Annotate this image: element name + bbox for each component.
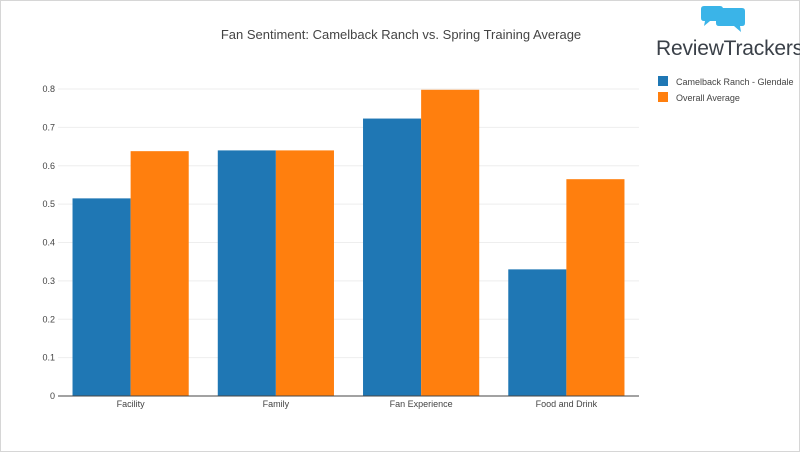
legend-swatch-overall-average — [658, 92, 668, 102]
bar-overall-average[interactable] — [566, 179, 625, 396]
legend-label-overall-average: Overall Average — [676, 93, 740, 103]
bar-camelback[interactable] — [217, 150, 276, 396]
bars — [72, 89, 625, 396]
bar-overall-average[interactable] — [275, 150, 334, 396]
bar-overall-average[interactable] — [421, 89, 480, 396]
y-tick-label: 0.1 — [42, 353, 55, 363]
x-tick-label: Family — [263, 399, 290, 409]
chart-title: Fan Sentiment: Camelback Ranch vs. Sprin… — [221, 27, 581, 42]
y-tick-label: 0.8 — [42, 84, 55, 94]
x-tick-label: Food and Drink — [536, 399, 598, 409]
y-tick-label: 0.7 — [42, 122, 55, 132]
speech-bubbles-icon — [701, 6, 745, 32]
y-tick-label: 0.2 — [42, 314, 55, 324]
brand-logo: ReviewTrackers — [656, 5, 800, 67]
y-tick-label: 0.6 — [42, 161, 55, 171]
y-axis: 0 0.1 0.2 0.3 0.4 0.5 0.6 0.7 0.8 — [42, 84, 55, 401]
y-tick-label: 0.3 — [42, 276, 55, 286]
bar-camelback[interactable] — [363, 118, 422, 396]
legend-swatch-camelback — [658, 76, 668, 86]
y-tick-label: 0.4 — [42, 238, 55, 248]
x-tick-label: Facility — [117, 399, 146, 409]
legend[interactable]: Camelback Ranch - Glendale Overall Avera… — [658, 76, 794, 103]
bar-camelback[interactable] — [72, 198, 131, 396]
legend-item-camelback[interactable]: Camelback Ranch - Glendale — [658, 76, 794, 87]
x-tick-label: Fan Experience — [390, 399, 453, 409]
bar-overall-average[interactable] — [130, 151, 189, 396]
legend-item-overall-average[interactable]: Overall Average — [658, 92, 740, 103]
y-tick-label: 0.5 — [42, 199, 55, 209]
y-tick-label: 0 — [50, 391, 55, 401]
brand-name: ReviewTrackers — [656, 37, 800, 60]
bar-camelback[interactable] — [508, 269, 567, 396]
x-axis: Facility Family Fan Experience Food and Dri… — [58, 395, 639, 409]
legend-label-camelback: Camelback Ranch - Glendale — [676, 77, 794, 87]
